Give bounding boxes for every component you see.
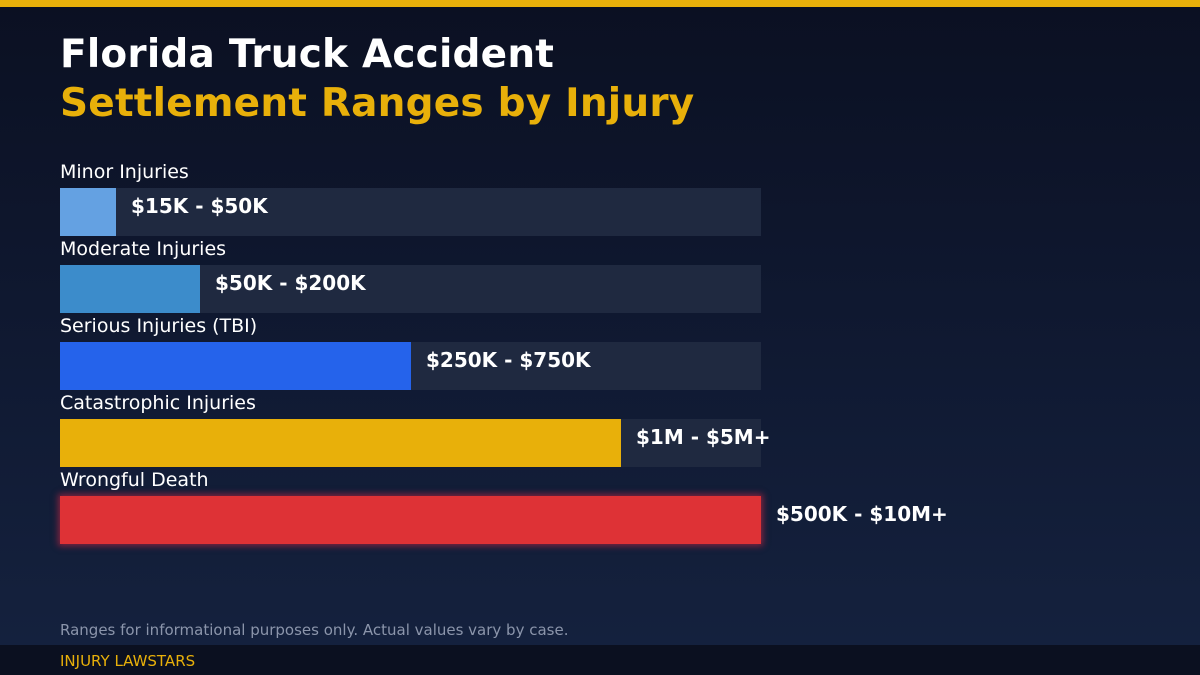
- bar-label: Wrongful Death: [60, 469, 209, 491]
- bar-value-label: $250K - $750K: [426, 348, 591, 372]
- bar-value-label: $50K - $200K: [215, 271, 366, 295]
- brand-name: INJURY LAWSTARS: [60, 652, 196, 670]
- bar-label: Moderate Injuries: [60, 238, 227, 260]
- bar-value-label: $1M - $5M+: [636, 425, 771, 449]
- bar-fill: [60, 188, 116, 236]
- bar-track: [60, 265, 761, 313]
- page-title: Florida Truck Accident: [60, 32, 555, 77]
- bar-row-serious: Serious Injuries (TBI) $250K - $750K: [60, 314, 1060, 391]
- bar-fill: [60, 419, 621, 467]
- bar-label: Catastrophic Injuries: [60, 392, 256, 414]
- bar-fill: [60, 342, 411, 390]
- bar-row-catastrophic: Catastrophic Injuries $1M - $5M+: [60, 391, 1060, 468]
- bar-row-moderate: Moderate Injuries $50K - $200K: [60, 237, 1060, 314]
- disclaimer-note: Ranges for informational purposes only. …: [60, 621, 569, 639]
- bar-track: [60, 188, 761, 236]
- bar-track: [60, 342, 761, 390]
- bar-row-minor: Minor Injuries $15K - $50K: [60, 160, 1060, 237]
- bar-value-label: $15K - $50K: [131, 194, 268, 218]
- bar-label: Serious Injuries (TBI): [60, 315, 258, 337]
- page-subtitle: Settlement Ranges by Injury: [60, 81, 695, 126]
- bar-row-wrongful-death: Wrongful Death $500K - $10M+: [60, 468, 1060, 545]
- bar-label: Minor Injuries: [60, 161, 189, 183]
- footer-bar: INJURY LAWSTARS: [0, 645, 1200, 675]
- bar-fill: [60, 265, 200, 313]
- bar-track: [60, 419, 761, 467]
- bar-track: [60, 496, 761, 544]
- bar-value-label: $500K - $10M+: [776, 502, 948, 526]
- bar-fill: [60, 496, 761, 544]
- top-accent-bar: [0, 0, 1200, 7]
